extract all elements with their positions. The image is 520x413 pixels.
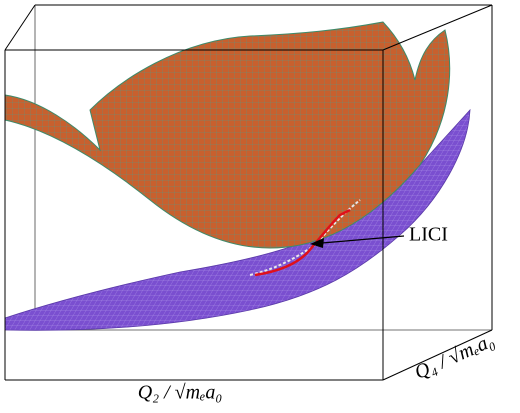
box-back [34,5,492,331]
annotation: LICI [409,224,448,246]
y-axis-label: Q₄ / √mₑa₀ [411,329,497,384]
box-front [4,4,493,381]
lici-curve [254,208,351,277]
annotation-arrow [310,235,405,248]
upper-surface [4,21,451,249]
x-axis-label: Q₂ / √mₑa₀ [138,382,223,404]
lower-surface [4,108,471,331]
